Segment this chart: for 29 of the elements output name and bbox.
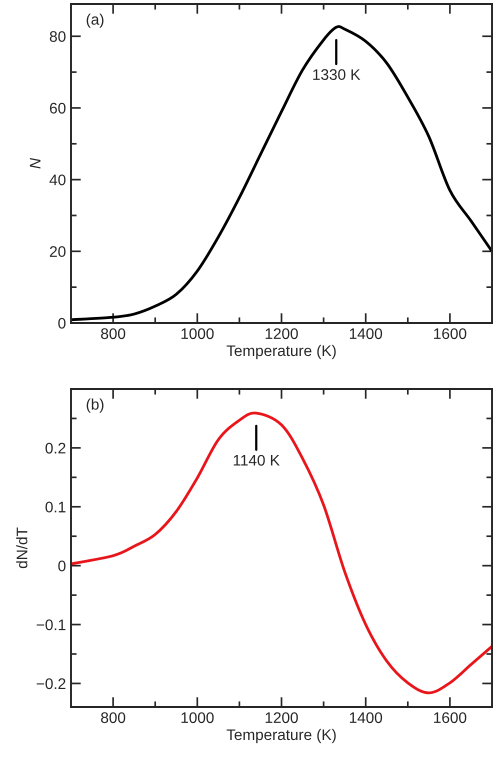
y-tick-label: 0.1	[46, 502, 66, 512]
y-tick-label: 20	[50, 246, 66, 257]
line-series	[71, 412, 492, 694]
y-tick-label: 0.2	[46, 442, 66, 454]
y-tick-label: 40	[50, 174, 66, 186]
annotation: (b)	[86, 398, 104, 413]
y-tick-label: 0	[58, 560, 66, 572]
annotation: (a)	[86, 14, 104, 28]
x-tick-label: 1600	[434, 328, 466, 340]
x-tick-label: 1000	[181, 712, 214, 724]
x-axis-title: Temperature (K)	[226, 344, 336, 360]
x-tick-label: 1200	[266, 328, 298, 340]
x-tick-label: 800	[101, 712, 126, 724]
x-tick-label: 1200	[266, 712, 298, 724]
x-tick-label: 1600	[434, 712, 466, 724]
x-tick-label: 1400	[350, 328, 382, 340]
y-tick-label: 60	[50, 102, 66, 114]
y-tick-label: 80	[50, 31, 66, 42]
y-axis-title: N	[30, 158, 40, 169]
x-axis-title: Temperature (K)	[226, 728, 336, 744]
y-axis-title: dN/dT	[16, 528, 28, 568]
y-tick-label: −0.2	[36, 678, 66, 690]
annotation: 1140 K	[234, 454, 280, 466]
x-tick-label: 1000	[181, 328, 214, 340]
x-tick-label: 1400	[350, 712, 382, 724]
x-tick-label: 800	[101, 328, 126, 340]
annotation: 1330 K	[313, 69, 360, 80]
y-tick-label: −0.1	[36, 619, 66, 630]
y-tick-label: 0	[58, 318, 66, 329]
